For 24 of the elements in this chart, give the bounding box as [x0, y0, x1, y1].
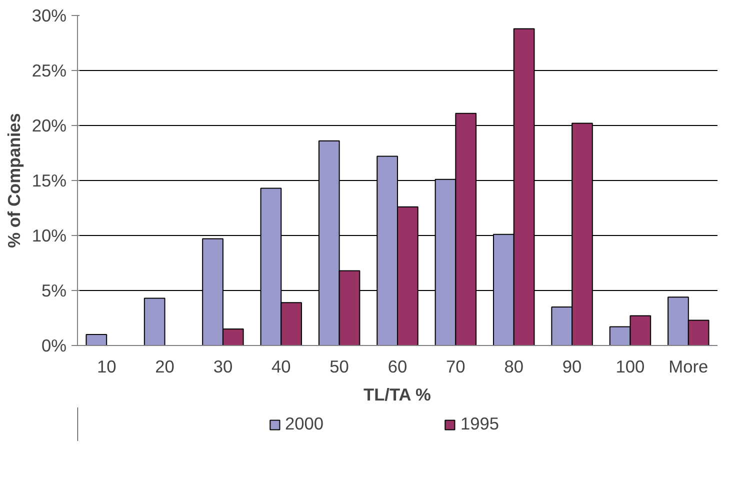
bar: [144, 298, 166, 346]
x-tick-label: 70: [446, 356, 466, 376]
x-tick-label: More: [668, 356, 708, 376]
x-tick-label: 40: [272, 356, 291, 376]
y-tick-label: 25%: [32, 60, 67, 80]
x-tick-label: 80: [504, 356, 524, 376]
x-tick-label: 100: [616, 356, 645, 376]
x-tick-label: 90: [562, 356, 582, 376]
y-tick-label: 20%: [32, 116, 67, 136]
y-tick-label: 0%: [41, 336, 66, 356]
x-tick-label: 30: [213, 356, 233, 376]
y-axis-title: % of Companies: [4, 113, 24, 248]
bar: [86, 334, 108, 346]
legend-label: 1995: [460, 414, 500, 434]
y-tick-label: 30%: [32, 6, 67, 26]
y-tick-label: 5%: [41, 280, 66, 300]
y-tick-label: 10%: [32, 226, 67, 246]
x-tick-label: 10: [96, 356, 116, 376]
y-tick-label: 15%: [32, 170, 67, 190]
x-axis-title: TL/TA %: [363, 384, 431, 404]
legend-label: 2000: [284, 414, 324, 434]
x-tick-label: 50: [330, 356, 349, 376]
x-tick-label: 60: [388, 356, 408, 376]
x-tick-label: 20: [155, 356, 174, 376]
